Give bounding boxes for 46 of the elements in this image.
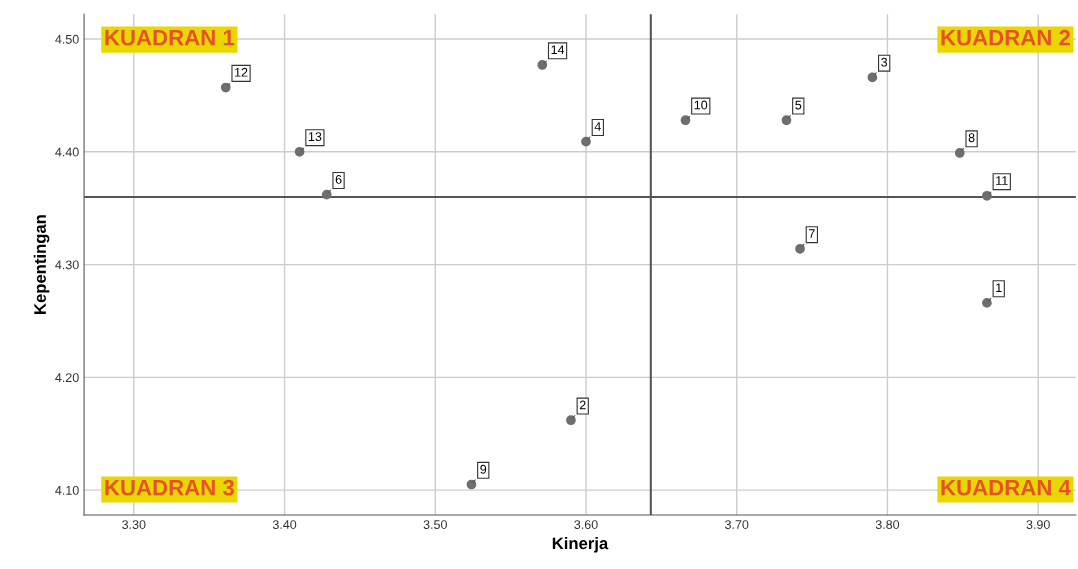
annotation: 12 xyxy=(235,67,248,77)
point xyxy=(982,190,992,201)
x-tick-label: 3.60 xyxy=(574,520,598,529)
annotation: 4 xyxy=(594,122,601,131)
annotation: 6 xyxy=(335,175,342,184)
x-tick-label: 3.70 xyxy=(725,520,749,529)
y-axis-title: Kepentingan xyxy=(33,215,50,314)
point xyxy=(294,146,305,157)
point xyxy=(581,136,591,147)
y-tick-label: 4.40 xyxy=(55,147,79,157)
x-axis-title: Kinerja xyxy=(552,537,609,553)
x-tick-label: 3.50 xyxy=(423,520,447,529)
point xyxy=(220,82,231,93)
annotation: 3 xyxy=(881,57,888,67)
x-tick-label: 3.30 xyxy=(122,520,146,529)
annotation: 5 xyxy=(795,100,802,110)
annotation: 10 xyxy=(694,100,708,110)
point xyxy=(566,415,576,426)
annotation: KUADRAN 4 xyxy=(941,480,1071,496)
annotation: 9 xyxy=(480,464,487,474)
point xyxy=(466,479,477,490)
annotation: 7 xyxy=(808,229,815,238)
annotation: 2 xyxy=(579,400,586,410)
annotation: 13 xyxy=(308,132,322,142)
point xyxy=(781,115,792,126)
point xyxy=(537,60,548,70)
annotation: KUADRAN 3 xyxy=(105,479,234,496)
y-tick-label: 4.10 xyxy=(55,485,79,495)
y-tick-label: 4.20 xyxy=(55,373,79,383)
point xyxy=(680,115,691,126)
point xyxy=(954,148,965,158)
point xyxy=(867,72,878,83)
annotation: KUADRAN 1 xyxy=(105,30,235,46)
x-tick-label: 3.40 xyxy=(272,520,297,529)
annotation: 8 xyxy=(968,133,975,143)
x-tick-label: 3.80 xyxy=(875,520,900,529)
point xyxy=(795,243,805,254)
annotation: 11 xyxy=(996,176,1008,185)
y-tick-label: 4.50 xyxy=(55,34,79,44)
annotation: 1 xyxy=(996,283,1002,292)
point xyxy=(982,298,992,308)
x-tick-label: 3.90 xyxy=(1026,520,1050,529)
annotation: 14 xyxy=(551,45,565,55)
point xyxy=(321,189,332,200)
annotation: KUADRAN 2 xyxy=(941,29,1070,46)
y-tick-label: 4.30 xyxy=(55,260,79,270)
